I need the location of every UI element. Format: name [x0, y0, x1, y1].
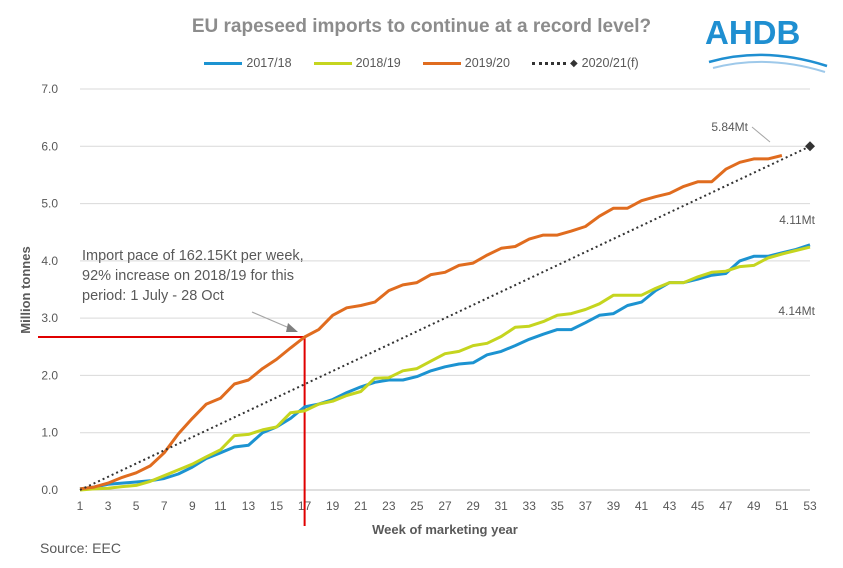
x-tick-label: 11	[214, 499, 227, 513]
x-tick-label: 13	[242, 499, 256, 513]
x-tick-label: 3	[105, 499, 112, 513]
series-lines	[79, 141, 815, 492]
y-tick-label: 1.0	[41, 426, 58, 440]
x-tick-label: 47	[719, 499, 733, 513]
data-label-2019-20: 5.84Mt	[711, 120, 748, 134]
legend-swatch	[422, 61, 461, 65]
x-tick-label: 51	[775, 499, 789, 513]
data-label-2017-18: 4.11Mt	[779, 213, 815, 227]
leader-line	[751, 126, 771, 143]
x-tick-label: 7	[161, 499, 168, 513]
diamond-marker-icon: ◆	[569, 57, 578, 69]
forecast-endpoint-marker	[805, 141, 815, 152]
y-tick-label: 7.0	[41, 82, 58, 96]
x-tick-label: 27	[438, 499, 452, 513]
x-tick-label: 35	[551, 499, 565, 513]
annotation-arrow-line	[251, 311, 295, 331]
x-axis-label: Week of marketing year	[372, 522, 518, 537]
x-tick-label: 49	[747, 499, 761, 513]
x-tick-label: 19	[326, 499, 340, 513]
chart-title: EU rapeseed imports to continue at a rec…	[191, 16, 652, 37]
x-tick-label: 15	[270, 499, 284, 513]
x-tick-label: 31	[494, 499, 508, 513]
y-tick-label: 5.0	[41, 197, 58, 211]
source-note: Source: EEC	[40, 540, 121, 556]
legend-label: 2017/18	[246, 56, 292, 70]
legend-item-2017-18: 2017/18	[204, 56, 292, 70]
y-tick-label: 2.0	[41, 368, 58, 382]
legend-item-2020-21f: ◆ 2020/21(f)	[531, 56, 639, 70]
y-tick-label: 6.0	[41, 139, 58, 153]
ahdb-logo: AHDB	[705, 8, 835, 78]
series-line-2018-19	[79, 245, 811, 492]
y-axis-ticks: 0.0 1.0 2.0 3.0 4.0 5.0 6.0 7.0	[41, 82, 58, 497]
legend-item-2019-20: 2019/20	[422, 56, 510, 70]
x-tick-label: 21	[354, 499, 368, 513]
legend-label: 2019/20	[464, 56, 510, 70]
series-line-2019-20	[79, 154, 783, 491]
grid-lines	[80, 88, 810, 491]
data-labels: 5.84Mt 4.11Mt 4.14Mt	[251, 120, 816, 332]
x-tick-label: 43	[663, 499, 677, 513]
x-tick-label: 37	[579, 499, 593, 513]
x-tick-label: 5	[133, 499, 140, 513]
y-tick-label: 3.0	[41, 311, 58, 325]
y-tick-label: 0.0	[41, 483, 58, 497]
logo-text: AHDB	[705, 14, 801, 51]
x-tick-label: 41	[635, 499, 649, 513]
x-tick-label: 45	[691, 499, 705, 513]
x-tick-label: 33	[523, 499, 537, 513]
reference-lines	[38, 336, 306, 526]
x-tick-label: 29	[466, 499, 480, 513]
x-tick-label: 39	[607, 499, 621, 513]
x-tick-label: 25	[410, 499, 424, 513]
x-tick-label: 53	[803, 499, 817, 513]
annotation-arrow-head	[286, 323, 298, 332]
annotation-text: Import pace of 162.15Kt per week, 92% in…	[82, 248, 304, 304]
legend-swatch	[313, 61, 352, 65]
legend: 2017/18 2018/19 2019/20 ◆ 2020/21(f)	[0, 56, 843, 70]
legend-swatch	[204, 61, 243, 65]
x-tick-label: 1	[77, 499, 84, 513]
legend-label: 2018/19	[355, 56, 401, 70]
legend-swatch	[531, 61, 566, 65]
y-tick-label: 4.0	[41, 254, 58, 268]
x-tick-label: 23	[382, 499, 396, 513]
legend-item-2018-19: 2018/19	[313, 56, 401, 70]
x-axis-ticks: 1357911131517192123252729313335373941434…	[77, 499, 817, 513]
x-tick-label: 9	[189, 499, 196, 513]
y-axis-label: Million tonnes	[18, 246, 33, 333]
legend-label: 2020/21(f)	[581, 56, 639, 70]
data-label-2018-19: 4.14Mt	[778, 304, 815, 318]
